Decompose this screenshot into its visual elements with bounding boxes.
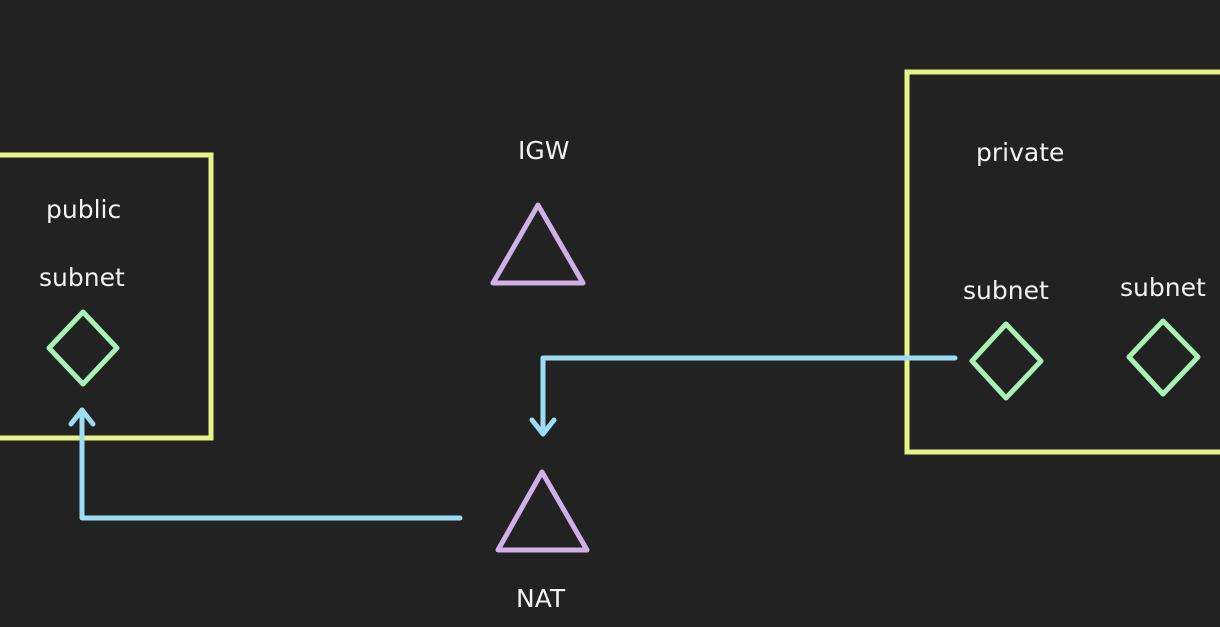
private-subnet-2-label: subnet xyxy=(1120,273,1206,302)
private-subnet-2-diamond-icon xyxy=(1126,318,1201,397)
private-subnet-1-label: subnet xyxy=(963,276,1049,305)
nat-label: NAT xyxy=(516,584,566,613)
private-vpc-box xyxy=(904,69,1220,455)
private-label: private xyxy=(976,138,1065,167)
arrow-private-to-nat-head xyxy=(529,417,557,437)
public-vpc-box xyxy=(0,152,214,441)
arrow-nat-to-public-head xyxy=(68,407,96,427)
public-subnet-label: subnet xyxy=(39,263,125,292)
igw-label: IGW xyxy=(518,136,570,165)
public-label: public xyxy=(46,195,122,224)
nat-triangle-icon xyxy=(495,469,590,553)
arrow-nat-to-public xyxy=(79,407,463,521)
private-subnet-1-diamond-icon xyxy=(969,321,1044,401)
public-subnet-diamond-icon xyxy=(46,309,120,387)
arrow-private-to-nat xyxy=(540,355,958,436)
igw-triangle-icon xyxy=(490,202,586,286)
